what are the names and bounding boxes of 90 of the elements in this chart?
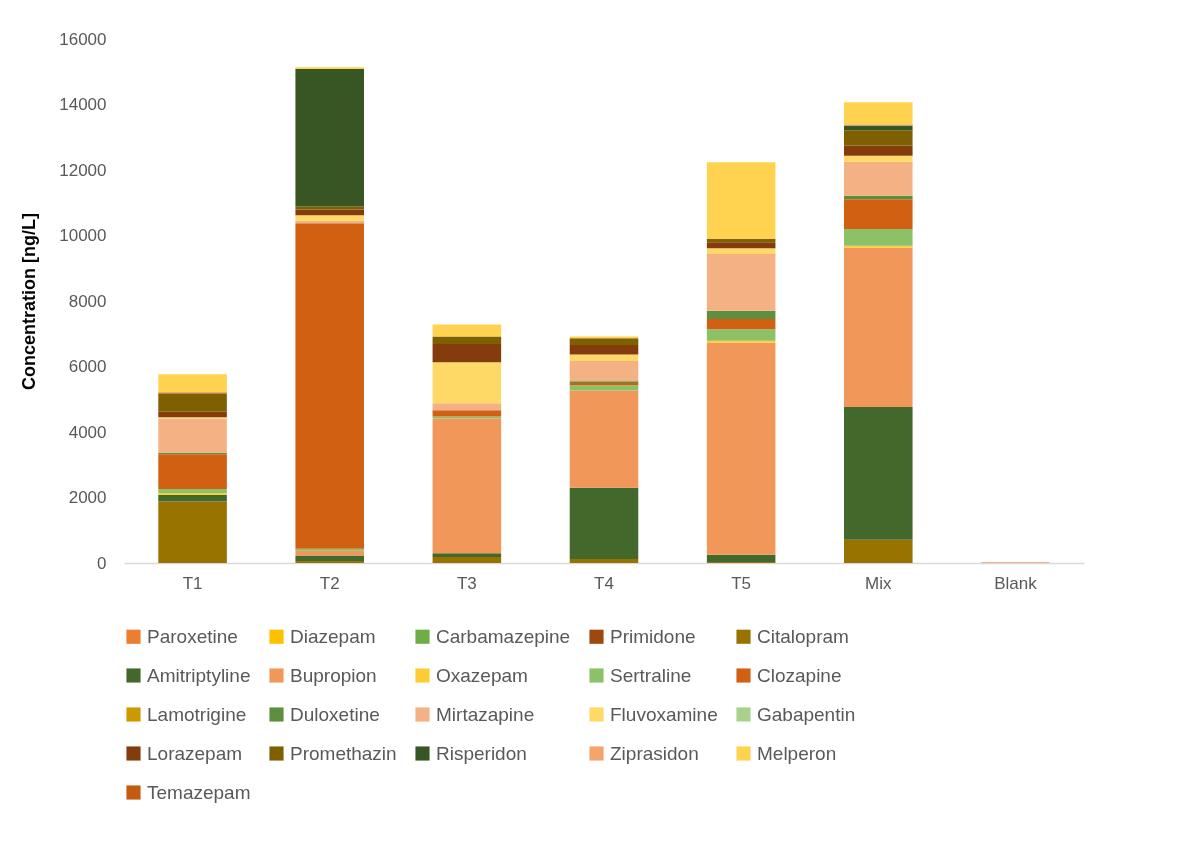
bar (158, 501, 227, 563)
bar (295, 555, 364, 562)
bar (432, 324, 502, 337)
bar (158, 488, 227, 494)
legend-label: Oxazepam (436, 664, 528, 686)
bar (706, 342, 776, 555)
bar (706, 554, 776, 563)
y-tick-label: 14000 (59, 95, 107, 114)
legend-label: Gabapentin (757, 703, 856, 725)
legend-label: Duloxetine (290, 703, 380, 725)
x-tick-label: Mix (865, 573, 892, 593)
bar (844, 155, 913, 162)
y-tick-label: 2000 (68, 488, 107, 507)
bar (706, 319, 776, 330)
bar (158, 494, 227, 502)
legend-label: Lorazepam (147, 742, 243, 764)
bar (432, 362, 502, 404)
y-tick-label: 10000 (59, 226, 107, 245)
bar (706, 238, 776, 243)
bar (432, 553, 502, 558)
bar (569, 344, 639, 355)
legend-label: Clozapine (757, 664, 842, 686)
y-tick-label: 16000 (59, 29, 107, 49)
legend-label: Primidone (610, 625, 696, 647)
bar (844, 247, 913, 408)
bar (569, 487, 639, 560)
legend-label: Fluvoxamine (610, 703, 718, 725)
bar (706, 329, 776, 341)
x-tick-label: Blank (994, 573, 1038, 593)
bar (844, 539, 913, 563)
bar (295, 68, 364, 207)
legend-label: Temazepam (147, 781, 251, 803)
bar (706, 254, 776, 311)
bar (158, 374, 227, 393)
bar (844, 199, 913, 230)
bar (295, 215, 364, 221)
legend-label: Bupropion (290, 664, 377, 686)
bar (844, 161, 913, 196)
legend-label: Ziprasidon (610, 742, 699, 764)
bar (432, 343, 502, 363)
y-tick-label: 6000 (68, 357, 107, 376)
x-tick-label: T5 (731, 573, 752, 593)
x-tick-label: T3 (456, 573, 477, 593)
bar (158, 454, 227, 489)
legend-label: Mirtazapine (436, 703, 535, 725)
bar (158, 418, 227, 453)
legend-label: Citalopram (757, 625, 849, 647)
bar (706, 248, 776, 254)
bar (569, 338, 639, 345)
x-tick-label: T1 (182, 573, 203, 593)
legend-label: Sertraline (610, 664, 692, 686)
bar (432, 410, 502, 417)
bar (844, 125, 913, 131)
bar (432, 336, 502, 344)
x-tick-label: T4 (594, 573, 614, 593)
bar (158, 411, 227, 418)
bar (569, 385, 639, 391)
x-tick-label: T2 (319, 573, 340, 593)
legend-label: Amitriptyline (147, 664, 251, 686)
bar (569, 390, 639, 488)
bar (432, 403, 502, 411)
legend-label: Melperon (757, 742, 837, 764)
bar (844, 195, 913, 200)
legend-label: Lamotrigine (147, 703, 247, 725)
bar (295, 223, 364, 549)
bar (569, 559, 639, 563)
legend-label: Paroxetine (147, 625, 238, 647)
bar (569, 360, 639, 382)
bar (844, 145, 913, 156)
bar (844, 407, 913, 540)
legend-label: Promethazin (290, 742, 397, 764)
bar (706, 162, 776, 239)
bar (569, 354, 639, 361)
bar (432, 557, 502, 563)
legend-label: Diazepam (290, 625, 376, 647)
bar (844, 229, 913, 246)
bar (706, 242, 776, 249)
bar (844, 130, 913, 146)
y-tick-label: 8000 (68, 291, 107, 311)
y-tick-label: 12000 (59, 160, 107, 180)
y-axis-title: Concentration [ng/L] (19, 213, 40, 390)
legend-label: Carbamazepine (436, 625, 571, 647)
y-tick-label: 0 (97, 553, 107, 573)
bar (158, 393, 227, 412)
bar (706, 310, 776, 320)
legend-label: Risperidon (436, 742, 527, 764)
bar (432, 418, 502, 554)
bar (844, 102, 913, 125)
bar (295, 209, 364, 216)
y-tick-label: 4000 (68, 422, 107, 442)
